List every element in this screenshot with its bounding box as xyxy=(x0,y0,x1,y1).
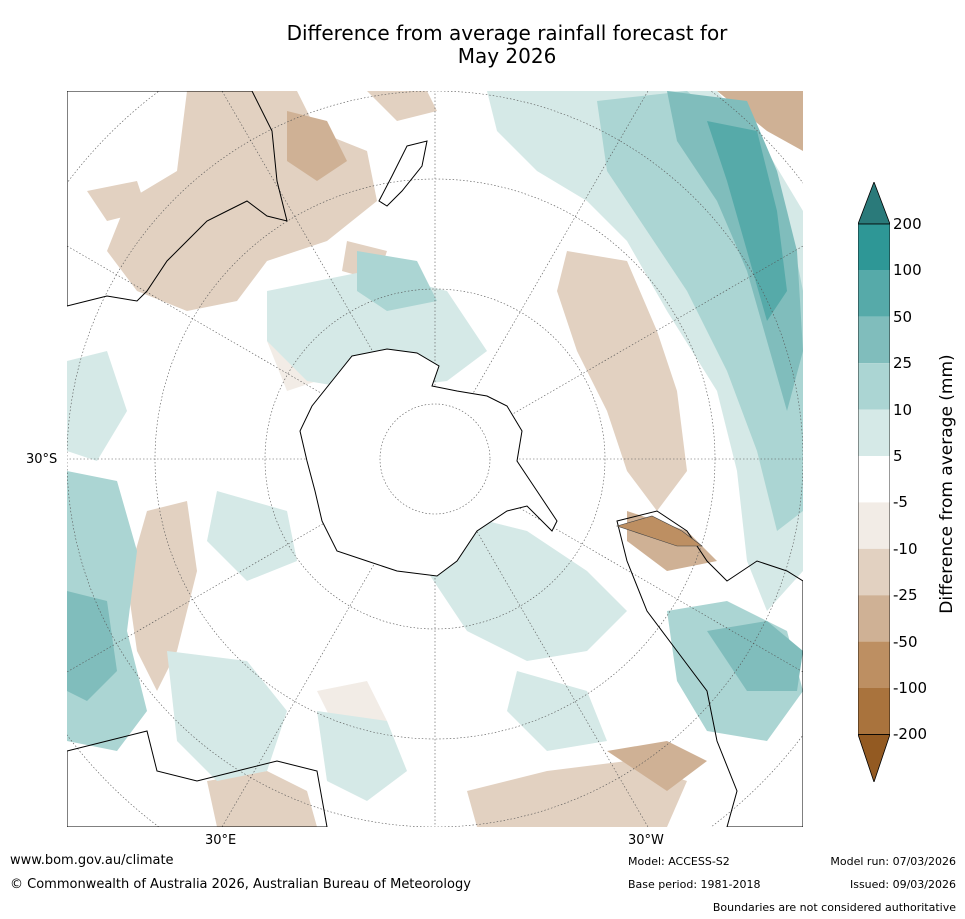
colorbar-segment xyxy=(858,548,890,596)
footer-model-run: Model run: 07/03/2026 xyxy=(830,855,956,868)
colorbar-segment xyxy=(858,595,890,642)
colorbar-tick-label: 200 xyxy=(893,215,922,233)
colorbar-tick-label: -10 xyxy=(893,539,918,558)
africa-outline xyxy=(67,730,328,827)
rainfall-anomaly-map xyxy=(67,91,803,827)
footer-base-period: Base period: 1981-2018 xyxy=(628,878,761,891)
colorbar-segment xyxy=(858,641,890,688)
colorbar-segment xyxy=(858,224,890,271)
chart-title: Difference from average rainfall forecas… xyxy=(0,22,965,68)
colorbar-tick-label: 10 xyxy=(893,400,913,419)
colorbar-tick-label: 100 xyxy=(893,261,922,280)
colorbar-segment xyxy=(858,363,890,410)
colorbar-tick-label: -25 xyxy=(893,586,918,605)
colorbar-segment xyxy=(858,456,890,503)
lat-label-30s: 30°S xyxy=(26,452,58,467)
colorbar-tick-label: -50 xyxy=(893,632,918,651)
colorbar-tick-label: -5 xyxy=(893,493,908,512)
andes-feature xyxy=(615,515,703,547)
colorbar-frame xyxy=(858,223,890,735)
colorbar-segment xyxy=(858,409,890,456)
new-zealand-outline xyxy=(378,140,428,207)
pole-circle xyxy=(379,403,491,515)
south-america-outline xyxy=(616,510,803,827)
footer-website: www.bom.gov.au/climate xyxy=(10,853,174,868)
colorbar-tick-label: 5 xyxy=(893,447,903,465)
colorbar xyxy=(858,182,890,782)
colorbar-tick-label: -100 xyxy=(893,679,928,697)
footer-copyright: © Commonwealth of Australia 2026, Austra… xyxy=(10,877,471,892)
colorbar-tick-label: 25 xyxy=(893,354,913,373)
footer-model: Model: ACCESS-S2 xyxy=(628,855,730,868)
colorbar-extend-bottom xyxy=(858,734,890,782)
dry-anomaly-areas xyxy=(87,91,803,827)
title-line-1: Difference from average rainfall forecas… xyxy=(286,21,728,45)
lon-label-30w: 30°W xyxy=(628,833,664,848)
colorbar-label: Difference from average (mm) xyxy=(937,354,957,614)
lon-label-30e: 30°E xyxy=(205,833,237,848)
australia-outline xyxy=(67,91,288,307)
colorbar-extend-top xyxy=(858,182,890,225)
colorbar-segment xyxy=(858,688,890,735)
colorbar-tick-label: -200 xyxy=(893,725,928,744)
colorbar-tick-label: 50 xyxy=(893,307,913,326)
footer-boundaries: Boundaries are not considered authoritat… xyxy=(712,901,956,914)
colorbar-segment xyxy=(858,270,890,317)
colorbar-segment xyxy=(858,316,890,364)
footer-issued: Issued: 09/03/2026 xyxy=(849,878,956,891)
wet-anomaly-areas xyxy=(67,91,803,801)
title-line-2: May 2026 xyxy=(457,44,557,68)
colorbar-segment xyxy=(858,502,890,549)
